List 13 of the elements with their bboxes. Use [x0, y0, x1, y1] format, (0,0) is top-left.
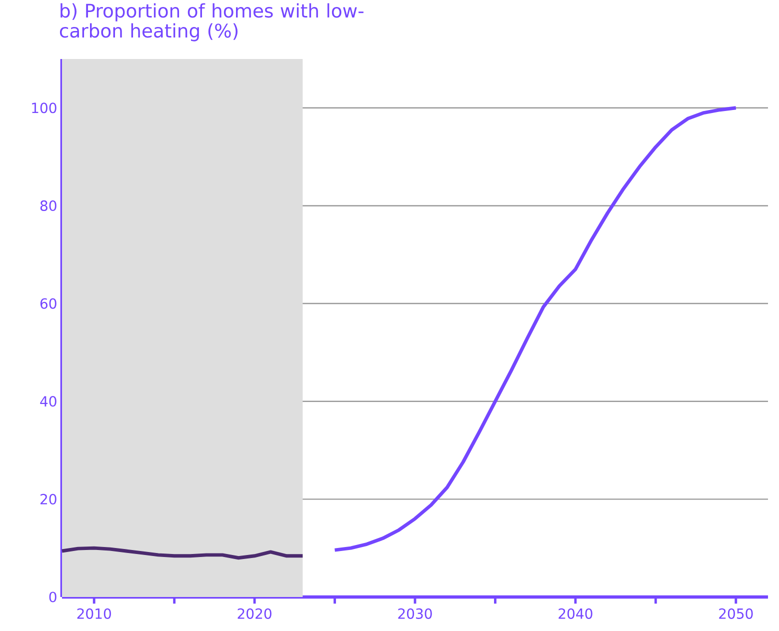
y-tick-label: 40 [40, 396, 56, 407]
chart-title: b) Proportion of homes with low-carbon heating (%) [60, 3, 364, 42]
x-tick-label: 2030 [398, 608, 432, 619]
x-tick-label: 2020 [238, 608, 272, 619]
x-tick-label: 2040 [558, 608, 592, 619]
y-tick-label: 100 [32, 102, 56, 114]
y-tick-label: 20 [40, 494, 56, 504]
x-tick-label: 2050 [719, 608, 753, 619]
y-tick-label: 80 [40, 200, 56, 211]
y-tick-label: 0 [49, 592, 56, 602]
y-tick-label: 60 [40, 298, 56, 309]
line-series [60, 546, 304, 560]
x-tick-label: 2010 [77, 608, 111, 619]
